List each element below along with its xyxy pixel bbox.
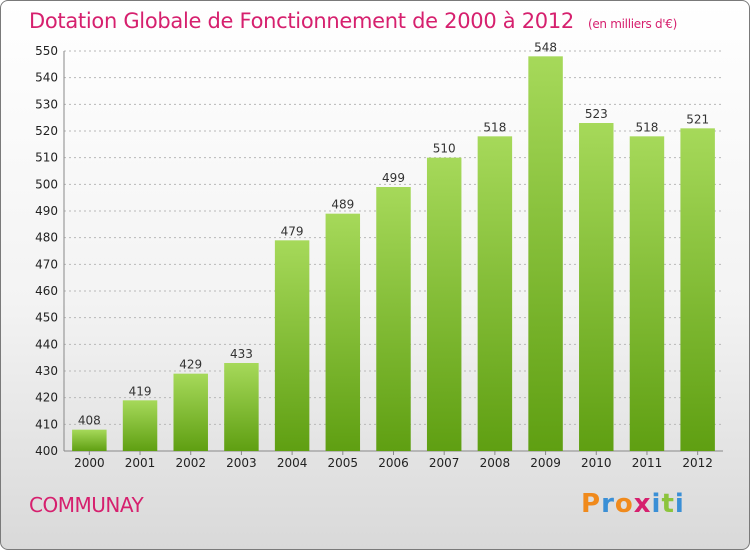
x-tick-label: 2008 bbox=[480, 456, 511, 470]
data-label: 510 bbox=[433, 142, 456, 156]
proxiti-logo[interactable]: Proxiti bbox=[581, 489, 685, 519]
x-tick-label: 2010 bbox=[581, 456, 612, 470]
bar-2012 bbox=[680, 128, 715, 451]
bar-2001 bbox=[122, 400, 158, 451]
data-label: 479 bbox=[281, 224, 304, 238]
y-tick-label: 410 bbox=[35, 417, 58, 431]
bar-2004 bbox=[274, 240, 310, 451]
data-label: 518 bbox=[636, 120, 659, 134]
x-tick-label: 2000 bbox=[74, 456, 105, 470]
bar-2010 bbox=[579, 123, 614, 451]
y-tick-label: 550 bbox=[35, 44, 58, 58]
x-tick-label: 2007 bbox=[429, 456, 460, 470]
data-label: 408 bbox=[78, 414, 101, 428]
data-label: 489 bbox=[331, 198, 354, 212]
x-tick-label: 2001 bbox=[125, 456, 156, 470]
y-tick-label: 460 bbox=[35, 284, 58, 298]
logo-letter: x bbox=[633, 489, 652, 519]
data-label: 419 bbox=[129, 384, 152, 398]
bar-2008 bbox=[477, 136, 513, 452]
x-tick-label: 2006 bbox=[378, 456, 409, 470]
x-tick-label: 2004 bbox=[277, 456, 308, 470]
y-tick-label: 490 bbox=[35, 204, 58, 218]
y-tick-label: 440 bbox=[35, 337, 58, 351]
bar-2011 bbox=[629, 136, 665, 452]
x-tick-labels: 2000 2001 2002 2003 2004 2005 2006 2007 2008 2009… bbox=[74, 456, 713, 470]
y-tick-label: 510 bbox=[35, 151, 58, 165]
bar-2009 bbox=[528, 56, 563, 451]
chart-title: Dotation Globale de Fonctionnement de 20… bbox=[29, 9, 677, 33]
commune-name: COMMUNAY bbox=[29, 493, 144, 517]
bar-2002 bbox=[173, 373, 208, 451]
x-tick-label: 2012 bbox=[682, 456, 713, 470]
logo-letter: r bbox=[601, 489, 615, 519]
bar-2003 bbox=[224, 363, 259, 451]
bar-2005 bbox=[325, 213, 361, 451]
y-tick-label: 430 bbox=[35, 364, 58, 378]
y-tick-label: 480 bbox=[35, 231, 58, 245]
x-tick-label: 2002 bbox=[175, 456, 206, 470]
y-tick-label: 540 bbox=[35, 71, 58, 85]
data-label: 433 bbox=[230, 347, 253, 361]
logo-letter: i bbox=[651, 489, 662, 519]
y-tick-label: 470 bbox=[35, 257, 58, 271]
x-tick-label: 2005 bbox=[328, 456, 359, 470]
logo-letter: o bbox=[614, 489, 634, 519]
data-label: 429 bbox=[179, 358, 202, 372]
y-tick-label: 500 bbox=[35, 177, 58, 191]
bars: 408 419 429 433 479 489 499 510 518 548 523 518 521 bbox=[72, 40, 715, 452]
y-tick-label: 530 bbox=[35, 97, 58, 111]
y-tick-label: 450 bbox=[35, 311, 58, 325]
x-tick-label: 2011 bbox=[632, 456, 663, 470]
bar-2006 bbox=[376, 187, 411, 451]
y-tick-labels: 400 410 420 430 440 450 460 470 480 490 500 510 520 5… bbox=[35, 44, 58, 458]
data-label: 521 bbox=[686, 112, 709, 126]
y-tick-label: 420 bbox=[35, 391, 58, 405]
x-tick-label: 2009 bbox=[530, 456, 561, 470]
x-tick-label: 2003 bbox=[226, 456, 257, 470]
bar-2000 bbox=[72, 429, 107, 451]
chart-title-text: Dotation Globale de Fonctionnement de 20… bbox=[29, 9, 574, 33]
y-tick-label: 400 bbox=[35, 444, 58, 458]
logo-letter: t bbox=[661, 489, 675, 519]
data-label: 518 bbox=[483, 120, 506, 134]
data-label: 499 bbox=[382, 171, 405, 185]
bar-2007 bbox=[426, 157, 462, 451]
logo-letter: i bbox=[674, 489, 685, 519]
data-label: 548 bbox=[534, 40, 557, 54]
logo-letter: P bbox=[581, 489, 602, 519]
data-label: 523 bbox=[585, 107, 608, 121]
chart-subtitle: (en milliers d'€) bbox=[587, 17, 677, 31]
y-tick-label: 520 bbox=[35, 124, 58, 138]
